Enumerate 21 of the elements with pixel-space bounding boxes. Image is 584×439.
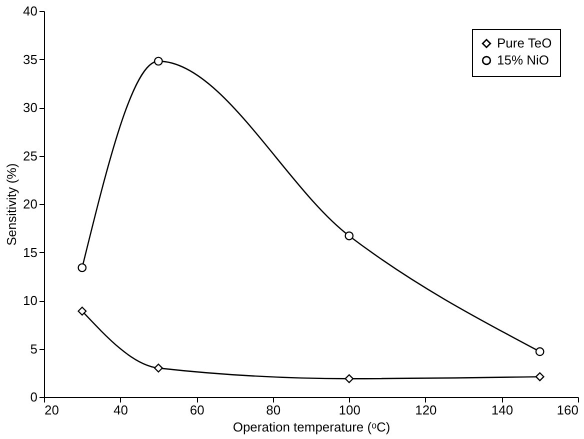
x-tick-label: 40 [114, 402, 128, 418]
x-tick-label: 120 [415, 402, 437, 418]
y-tick-label: 15 [23, 244, 38, 260]
y-tick-label: 30 [23, 100, 38, 115]
y-tick-label: 40 [23, 4, 38, 18]
y-tick-label: 5 [30, 341, 38, 356]
legend-label: 15% NiO [497, 52, 550, 68]
x-tick-label: 140 [491, 402, 514, 418]
x-tick-label: 100 [338, 402, 360, 418]
y-axis-title: Sensitivity (%) [4, 163, 20, 246]
x-tick-label: 160 [556, 402, 578, 418]
y-tick-label: 25 [23, 148, 38, 164]
y-tick-label: 0 [30, 390, 38, 404]
y-tick-label: 35 [23, 52, 38, 67]
y-tick-label: 10 [23, 293, 38, 308]
x-tick-label: 80 [266, 402, 281, 418]
x-axis-title: Operation temperature (ᵒC) [232, 420, 390, 434]
legend-label: Pure TeO [497, 36, 552, 50]
x-tick-label: 20 [44, 402, 59, 418]
y-tick-label: 20 [23, 196, 38, 212]
x-tick-label: 60 [190, 402, 204, 418]
